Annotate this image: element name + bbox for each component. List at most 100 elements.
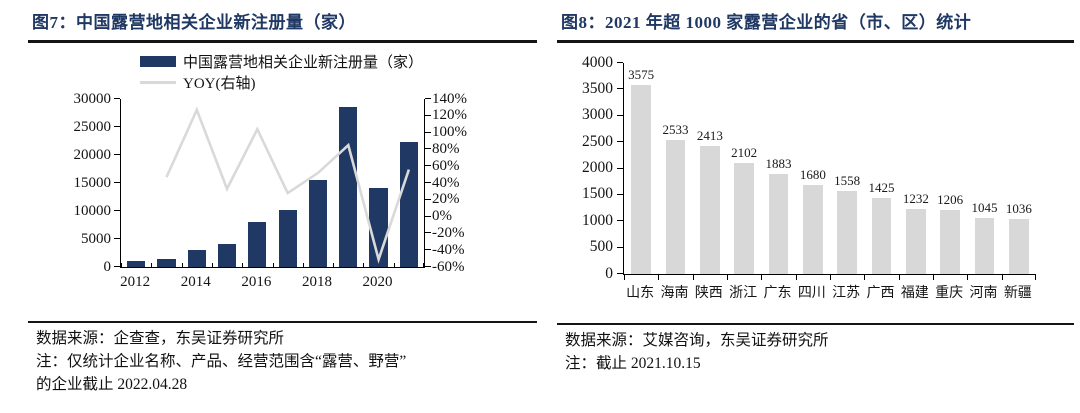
fig7-plot-area — [114, 98, 431, 268]
fig8-bar-value-陕西: 2413 — [696, 128, 723, 144]
figure7-chart: 30000 25000 20000 15000 10000 5000 0 140% 120% 10… — [28, 91, 537, 321]
fig8-y-axis-tick — [617, 141, 623, 143]
fig8-bar-value-重庆: 1206 — [937, 191, 964, 207]
fig7-x-axis-tick — [121, 262, 122, 267]
fig7-x-axis-label: 2014 — [180, 273, 211, 290]
fig8-bar-广东 — [768, 174, 789, 274]
figure8-notes: 数据来源：艾媒咨询，东吴证券研究所 注：截止 2021.10.15 — [557, 329, 1074, 375]
fig7-x-axis-tick — [242, 262, 244, 267]
fig7-bar-2016 — [248, 222, 267, 267]
fig7-bar-2015 — [217, 244, 237, 267]
bar-series-swatch — [140, 55, 176, 67]
fig7-x-axis-label: 2016 — [241, 273, 272, 290]
fig8-bar-重庆 — [940, 209, 961, 274]
fig8-y-axis-label: 3500 — [582, 79, 613, 97]
fig7-bar-2017 — [278, 209, 297, 267]
fig8-x-axis-label: 河南 — [969, 285, 998, 301]
fig8-y-axis-tick — [617, 193, 623, 195]
fig7-x-axis-label: 2018 — [301, 273, 332, 290]
fig7-right-axis-tick — [425, 165, 431, 167]
bar-series-label: 中国露营地相关企业新注册量（家） — [183, 54, 424, 71]
figure7-notes: 数据来源：企查查，东吴证券研究所 注：仅统计企业名称、产品、经营范围含“露营、野… — [28, 327, 537, 396]
legend-entry-line: YOY(右轴) — [140, 72, 537, 93]
fig7-left-axis-label: 15000 — [73, 174, 112, 191]
fig8-x-axis-label: 重庆 — [935, 285, 964, 301]
fig8-bar-value-山东: 3575 — [628, 66, 655, 82]
fig8-y-axis-label: 2500 — [582, 132, 613, 150]
fig8-y-axis-label: 1500 — [582, 185, 613, 203]
fig8-bar-河南 — [974, 218, 995, 274]
fig8-bar-value-四川: 1680 — [799, 166, 826, 182]
fig8-y-axis-tick — [617, 114, 623, 116]
fig8-x-axis-tick — [727, 274, 728, 280]
fig7-right-axis-label: -20% — [432, 224, 465, 241]
line-series-swatch — [140, 80, 176, 84]
fig8-bar-海南 — [665, 139, 686, 274]
fig8-y-axis-label: 3000 — [582, 106, 613, 124]
fig7-right-axis-tick — [425, 249, 431, 251]
fig8-y-axis-label: 1000 — [582, 211, 613, 229]
fig8-x-axis-label: 广西 — [866, 285, 895, 301]
fig7-right-axis-tick — [425, 198, 431, 200]
fig7-left-axis-label: 20000 — [73, 146, 112, 163]
fig8-x-axis-label: 四川 — [797, 285, 826, 301]
fig7-x-axis-tick — [151, 262, 153, 267]
fig7-left-axis-tick — [114, 98, 120, 99]
fig7-x-axis-tick — [363, 262, 365, 267]
fig8-x-axis-label: 山东 — [626, 285, 655, 301]
fig7-right-axis-label: 0% — [432, 208, 452, 225]
fig8-x-axis-tick — [967, 274, 969, 280]
fig7-left-axis-tick — [114, 266, 120, 267]
fig8-x-axis-label: 海南 — [660, 285, 689, 301]
fig8-y-axis-tick — [617, 88, 623, 90]
figure8-source: 数据来源：艾媒咨询，东吴证券研究所 — [565, 332, 829, 349]
fig7-bar-2021 — [399, 141, 418, 267]
fig8-x-axis-tick — [692, 274, 694, 280]
fig8-x-axis-label: 浙江 — [729, 285, 758, 301]
fig8-x-axis-tick — [761, 274, 763, 280]
figure7-note-line2: 的企业截止 2022.04.28 — [36, 376, 188, 393]
fig8-bar-value-浙江: 2102 — [731, 144, 758, 160]
figure8-title: 图8：2021 年超 1000 家露营企业的省（市、区）统计 — [561, 13, 972, 32]
fig7-x-axis-label: 2012 — [120, 273, 151, 290]
fig8-bar-value-海南: 2533 — [662, 121, 689, 137]
fig8-bar-新疆 — [1008, 218, 1029, 274]
fig7-right-axis-label: 120% — [432, 107, 467, 124]
fig7-yoy-line — [165, 106, 411, 264]
fig7-bar-2012 — [127, 260, 146, 267]
legend-entry-bar: 中国露营地相关企业新注册量（家） — [140, 51, 537, 72]
fig7-right-axis-label: 60% — [432, 157, 460, 174]
fig7-right-axis-tick — [425, 215, 431, 217]
fig8-x-axis-label: 新疆 — [1003, 285, 1032, 301]
figure7-panel: 图7：中国露营地相关企业新注册量（家） 中国露营地相关企业新注册量（家） YOY… — [28, 8, 537, 396]
figure7-source: 数据来源：企查查，东吴证券研究所 — [36, 330, 285, 347]
figure8-panel: 图8：2021 年超 1000 家露营企业的省（市、区）统计 3575 2533 2… — [557, 8, 1074, 375]
fig7-left-axis-tick — [114, 154, 120, 155]
fig8-x-axis-tick — [624, 274, 625, 280]
figure8-note-line1: 注：截止 2021.10.15 — [565, 355, 701, 372]
fig8-x-axis-tick — [830, 274, 831, 280]
fig8-y-axis-tick — [617, 273, 623, 274]
fig8-bar-广西 — [871, 198, 892, 274]
fig7-x-axis-tick — [272, 262, 274, 267]
line-series-label: YOY(右轴) — [183, 75, 256, 92]
fig7-x-axis-tick — [423, 262, 424, 267]
fig8-x-axis-tick — [1001, 274, 1003, 280]
fig8-x-axis-label: 广东 — [763, 285, 792, 301]
fig8-x-axis-label: 江苏 — [832, 285, 861, 301]
fig8-x-axis-tick — [933, 274, 934, 280]
fig8-x-axis-label: 福建 — [900, 285, 929, 301]
fig7-left-axis-tick — [114, 182, 120, 183]
fig8-x-axis-tick — [864, 274, 866, 280]
fig8-y-axis-tick — [617, 62, 623, 63]
fig7-right-axis-tick — [425, 148, 431, 150]
fig8-bar-山东 — [631, 84, 652, 274]
fig7-x-axis-tick — [333, 262, 335, 267]
figure8-bottom-rule — [557, 322, 1074, 325]
figure7-chart-block: 中国露营地相关企业新注册量（家） YOY(右轴) 30000 25000 20000… — [28, 51, 537, 321]
fig8-bar-value-广西: 1425 — [868, 180, 895, 196]
fig7-left-axis-label: 5000 — [81, 230, 111, 247]
fig8-bar-value-广东: 1883 — [765, 156, 792, 172]
fig7-bar-2014 — [187, 249, 206, 267]
fig7-left-axis-tick — [114, 210, 120, 211]
